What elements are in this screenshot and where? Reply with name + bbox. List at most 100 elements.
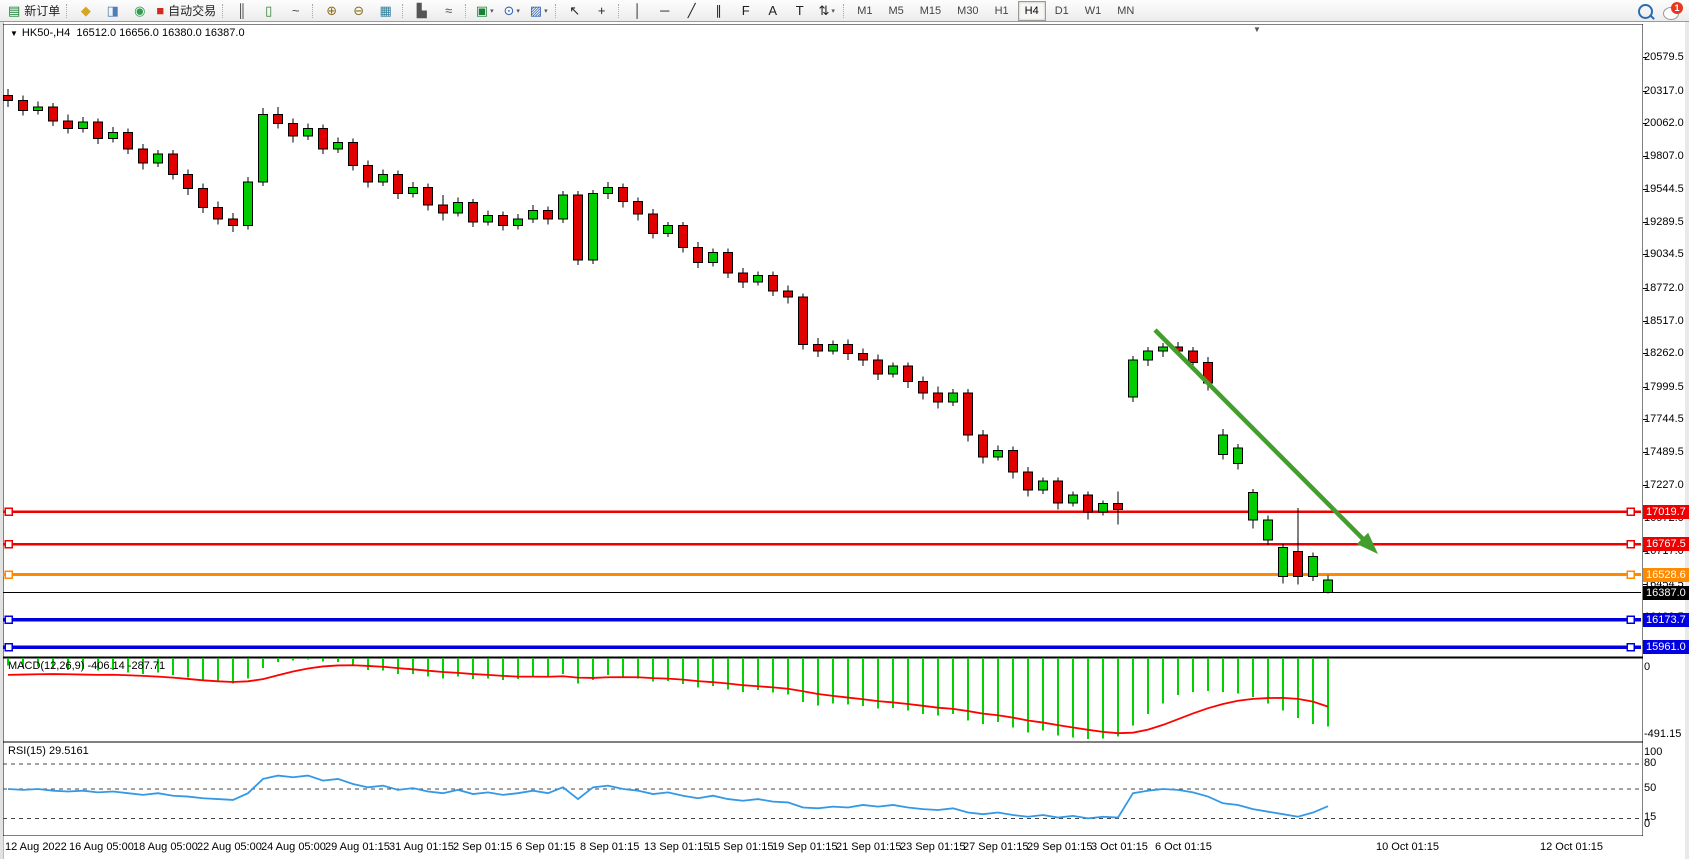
notifications-button[interactable]: 1 xyxy=(1663,2,1683,20)
candle-82 xyxy=(1233,447,1243,464)
chart-shift-marker[interactable]: ▼ xyxy=(1253,25,1261,34)
text-button[interactable]: A xyxy=(759,0,786,22)
market-icon[interactable]: ◆ xyxy=(72,0,99,22)
date-axis-label[interactable]: 23 Sep 01:15 xyxy=(900,841,966,853)
hline-button[interactable]: ─ xyxy=(651,0,678,22)
timeframe-button-m30[interactable]: M30 xyxy=(957,4,979,17)
arrows-button[interactable]: ⇅ ▾ xyxy=(813,0,840,22)
profile-icon[interactable]: ◨ xyxy=(99,0,126,22)
price-tick-mark xyxy=(1643,90,1647,92)
date-axis-label[interactable]: 21 Sep 01:15 xyxy=(836,841,902,853)
cursor-button[interactable]: ↖ xyxy=(561,0,588,22)
date-axis-label[interactable]: 10 Oct 01:15 xyxy=(1376,841,1439,853)
candle-19 xyxy=(288,122,298,137)
candle-54 xyxy=(813,343,823,352)
main-chart-canvas[interactable] xyxy=(3,24,1643,657)
candle-5 xyxy=(78,121,88,129)
fibonacci-button[interactable]: F xyxy=(732,0,759,22)
date-axis-label[interactable]: 2 Sep 01:15 xyxy=(453,841,513,853)
date-axis-label[interactable]: 29 Sep 01:15 xyxy=(1027,841,1093,853)
channel-button[interactable]: ∥ xyxy=(705,0,732,22)
candle-52 xyxy=(783,290,793,298)
date-axis-label[interactable]: 19 Sep 01:15 xyxy=(772,841,838,853)
date-axis-label[interactable]: 18 Aug 05:00 xyxy=(133,841,198,853)
date-axis-label[interactable]: 24 Aug 05:00 xyxy=(261,841,326,853)
indicators-list-icon: ≈ xyxy=(445,3,453,18)
trend-arrow-annotation[interactable] xyxy=(1153,328,1378,554)
date-axis-label[interactable]: 12 Oct 01:15 xyxy=(1540,841,1603,853)
chart-window[interactable]: ▼ HK50-,H4 16512.0 16656.0 16380.0 16387.… xyxy=(0,22,1689,859)
trendline-button[interactable]: ╱ xyxy=(678,0,705,22)
candle-64 xyxy=(963,392,973,436)
timeframe-button-h4[interactable]: H4 xyxy=(1017,0,1046,21)
date-axis-label[interactable]: 31 Aug 01:15 xyxy=(389,841,454,853)
candle-20 xyxy=(303,127,313,137)
candle-29 xyxy=(438,204,448,214)
autotrade-button[interactable]: ■ 自动交易 xyxy=(153,0,219,22)
candle-8 xyxy=(123,131,133,150)
candlestick-icon: ▯ xyxy=(265,2,273,18)
date-axis-label[interactable]: 8 Sep 01:15 xyxy=(580,841,640,853)
rsi-indicator-canvas[interactable] xyxy=(3,742,1643,836)
period-icon: ⊙ xyxy=(503,2,515,18)
macd-axis-min: -491.15 xyxy=(1644,728,1682,740)
vline-button[interactable]: │ xyxy=(624,0,651,22)
candle-6 xyxy=(93,121,103,140)
candle-71 xyxy=(1068,494,1078,504)
chart-collapse-icon[interactable]: ▼ xyxy=(10,29,18,38)
tile-windows-button[interactable]: ▦ xyxy=(372,0,399,22)
timeframe-button-d1[interactable]: D1 xyxy=(1054,4,1069,17)
price-tick-mark xyxy=(1643,386,1647,388)
text-label-button[interactable]: T xyxy=(786,0,813,22)
timeframe-button-mn[interactable]: MN xyxy=(1117,4,1135,17)
candle-62 xyxy=(933,392,943,403)
date-axis-label[interactable]: 13 Sep 01:15 xyxy=(644,841,710,853)
price-tick-label: 19807.0 xyxy=(1644,149,1684,162)
candle-44 xyxy=(663,225,673,234)
channel-icon: ∥ xyxy=(715,2,722,18)
zoom-out-button[interactable]: ⊖ xyxy=(345,0,372,22)
candle-40 xyxy=(603,186,613,195)
candle-73 xyxy=(1098,503,1108,513)
date-axis-label[interactable]: 15 Sep 01:15 xyxy=(708,841,774,853)
search-button[interactable] xyxy=(1638,3,1653,19)
template-button[interactable]: ▨ ▾ xyxy=(525,0,552,22)
indicators-list-button[interactable]: ≈ xyxy=(435,0,462,22)
timeframe-button-h1[interactable]: H1 xyxy=(994,4,1009,17)
date-axis-label[interactable]: 29 Aug 01:15 xyxy=(325,841,390,853)
date-axis-label[interactable]: 12 Aug 2022 xyxy=(5,841,67,853)
candle-39 xyxy=(588,193,598,261)
timeframe-button-m1[interactable]: M1 xyxy=(857,4,873,17)
period-button[interactable]: ⊙ ▾ xyxy=(498,0,525,22)
charts-list-button[interactable]: ▙ xyxy=(408,0,435,22)
date-axis-label[interactable]: 16 Aug 05:00 xyxy=(69,841,134,853)
candle-48 xyxy=(723,251,733,274)
signals-icon[interactable]: ◉ xyxy=(126,0,153,22)
candle-61 xyxy=(918,380,928,394)
zoom-in-button[interactable]: ⊕ xyxy=(318,0,345,22)
candle-53 xyxy=(798,296,808,345)
dropdown-caret-icon: ▾ xyxy=(516,7,520,15)
new-order-button[interactable]: ▤ 新订单 xyxy=(5,0,63,22)
date-axis-label[interactable]: 22 Aug 05:00 xyxy=(197,841,262,853)
timeframe-button-m5[interactable]: M5 xyxy=(888,4,904,17)
crosshair-button[interactable]: + xyxy=(588,0,615,22)
candle-56 xyxy=(843,343,853,354)
new-chart-button[interactable]: ▣ ▾ xyxy=(471,0,498,22)
timeframe-group: M1 M5 M15 M30 H1 H4 D1 W1 MN xyxy=(840,0,1142,22)
candle-4 xyxy=(63,120,73,129)
candle-88 xyxy=(1323,579,1333,593)
line-chart-button[interactable]: ~ xyxy=(282,0,309,22)
text-label-icon: T xyxy=(795,3,804,18)
date-axis-label[interactable]: 3 Oct 01:15 xyxy=(1091,841,1148,853)
date-axis-label[interactable]: 6 Sep 01:15 xyxy=(516,841,576,853)
price-tick-mark xyxy=(1643,57,1647,58)
date-axis-label[interactable]: 27 Sep 01:15 xyxy=(963,841,1029,853)
bar-chart-button[interactable]: ║ xyxy=(228,0,255,22)
macd-indicator-canvas[interactable] xyxy=(3,657,1643,742)
toolbar-group-3: ⊕ ⊖ ▦ xyxy=(309,0,399,22)
timeframe-button-m15[interactable]: M15 xyxy=(919,4,942,17)
timeframe-button-w1[interactable]: W1 xyxy=(1084,4,1102,17)
candlestick-button[interactable]: ▯ xyxy=(255,0,282,22)
date-axis-label[interactable]: 6 Oct 01:15 xyxy=(1155,841,1212,853)
